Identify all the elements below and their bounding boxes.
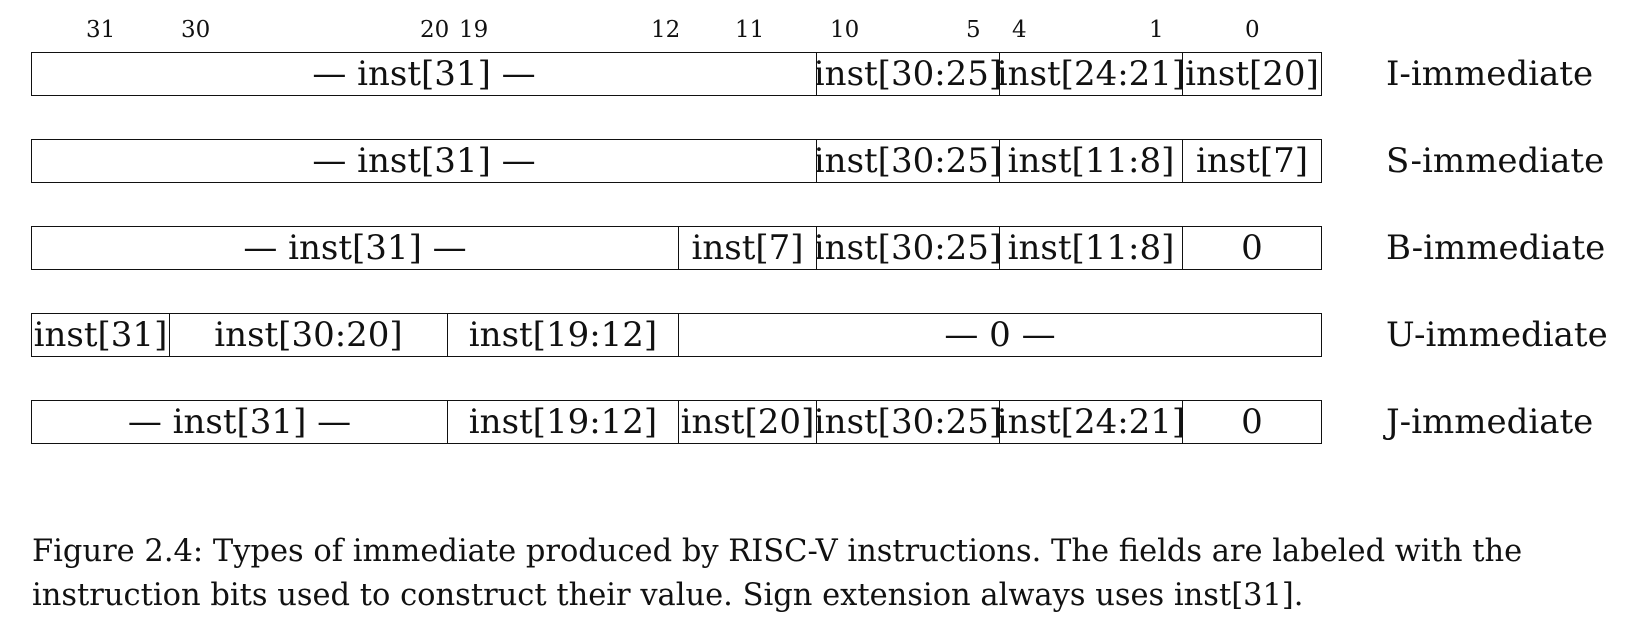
caption-line: Figure 2.4: Types of immediate produced …: [32, 534, 1523, 569]
bit-number: 0: [1245, 17, 1260, 43]
field-cell: inst[30:25]: [817, 400, 1000, 444]
bit-number: 20: [420, 17, 450, 43]
field-cell: 0: [1183, 400, 1322, 444]
field-cell: inst[24:21]: [1000, 400, 1183, 444]
bit-number: 1: [1149, 17, 1164, 43]
field-cell: inst[30:20]: [170, 313, 448, 357]
bit-number: 31: [86, 17, 116, 43]
field-cell: inst[7]: [1183, 139, 1322, 183]
field-cell: 0: [1183, 226, 1322, 270]
field-cell: inst[11:8]: [1000, 139, 1183, 183]
j-immediate-row: — inst[31] — inst[19:12] inst[20] inst[3…: [0, 400, 1626, 446]
field-cell: inst[19:12]: [448, 313, 679, 357]
bit-number: 30: [181, 17, 211, 43]
field-cell: inst[30:25]: [817, 226, 1000, 270]
bit-number: 19: [459, 17, 489, 43]
field-cell: inst[20]: [679, 400, 817, 444]
bit-number: 4: [1012, 17, 1027, 43]
field-cell: inst[7]: [679, 226, 817, 270]
row-label: S-immediate: [1386, 141, 1605, 181]
bit-number: 12: [651, 17, 681, 43]
row-label: J-immediate: [1386, 402, 1594, 442]
field-cell: inst[30:25]: [817, 52, 1000, 96]
field-cell: — inst[31] —: [31, 52, 817, 96]
field-cell: — 0 —: [679, 313, 1322, 357]
field-cell: — inst[31] —: [31, 226, 679, 270]
field-cell: inst[24:21]: [1000, 52, 1183, 96]
field-cell: inst[30:25]: [817, 139, 1000, 183]
i-immediate-row: — inst[31] — inst[30:25] inst[24:21] ins…: [0, 52, 1626, 98]
field-cell: inst[19:12]: [448, 400, 679, 444]
u-immediate-row: inst[31] inst[30:20] inst[19:12] — 0 — U…: [0, 313, 1626, 359]
bit-number: 5: [966, 17, 981, 43]
b-immediate-row: — inst[31] — inst[7] inst[30:25] inst[11…: [0, 226, 1626, 272]
field-cell: — inst[31] —: [31, 139, 817, 183]
caption-line: instruction bits used to construct their…: [32, 578, 1304, 613]
field-cell: — inst[31] —: [31, 400, 448, 444]
figure-caption: Figure 2.4: Types of immediate produced …: [32, 530, 1602, 618]
field-cell: inst[20]: [1183, 52, 1322, 96]
field-cell: inst[11:8]: [1000, 226, 1183, 270]
row-label: B-immediate: [1386, 228, 1606, 268]
row-label: I-immediate: [1386, 54, 1594, 94]
bit-number: 11: [735, 17, 765, 43]
bit-number: 10: [830, 17, 860, 43]
field-cell: inst[31]: [31, 313, 170, 357]
row-label: U-immediate: [1386, 315, 1608, 355]
s-immediate-row: — inst[31] — inst[30:25] inst[11:8] inst…: [0, 139, 1626, 185]
